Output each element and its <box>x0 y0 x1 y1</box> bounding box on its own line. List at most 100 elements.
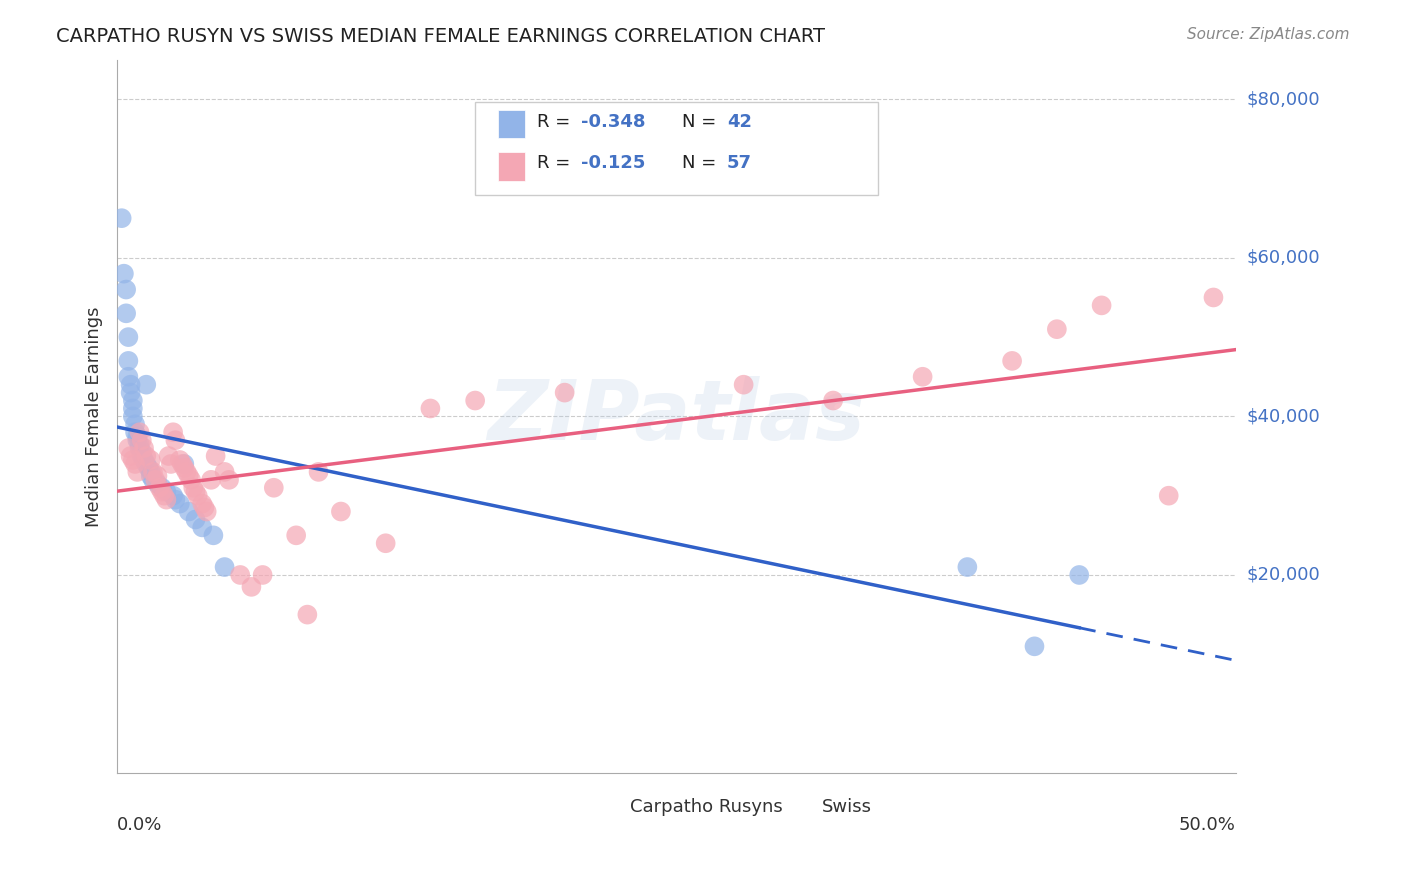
Point <box>191 497 214 511</box>
Text: 50.0%: 50.0% <box>1180 816 1236 834</box>
Point <box>177 504 200 518</box>
Point <box>115 306 138 320</box>
Point <box>128 441 150 455</box>
Point <box>374 536 396 550</box>
Point <box>127 433 149 447</box>
Point <box>138 461 160 475</box>
Point <box>121 409 143 424</box>
FancyBboxPatch shape <box>789 795 813 820</box>
Point <box>173 457 195 471</box>
Point <box>115 283 138 297</box>
Point <box>554 385 576 400</box>
Text: 42: 42 <box>727 113 752 131</box>
Point <box>131 433 153 447</box>
Point <box>1024 640 1046 654</box>
Point <box>121 453 143 467</box>
Point <box>155 492 177 507</box>
Point <box>1046 322 1069 336</box>
Point <box>155 484 177 499</box>
Point <box>184 512 207 526</box>
Point <box>202 528 225 542</box>
Point <box>297 607 319 622</box>
Point <box>165 433 187 447</box>
Text: R =: R = <box>537 154 575 172</box>
Point <box>1157 489 1180 503</box>
Text: 0.0%: 0.0% <box>117 816 163 834</box>
Point <box>139 453 162 467</box>
Point <box>135 377 157 392</box>
Point <box>120 449 142 463</box>
Point <box>956 560 979 574</box>
Text: N =: N = <box>682 113 723 131</box>
Point <box>132 453 155 467</box>
Point <box>131 445 153 459</box>
Point <box>135 457 157 471</box>
Point <box>187 489 209 503</box>
FancyBboxPatch shape <box>498 110 526 138</box>
Point <box>169 453 191 467</box>
Point <box>240 580 263 594</box>
Point <box>329 504 352 518</box>
Point <box>204 449 226 463</box>
Point <box>162 489 184 503</box>
Point <box>120 385 142 400</box>
Text: N =: N = <box>682 154 723 172</box>
Point <box>1001 354 1024 368</box>
Point <box>146 468 169 483</box>
Point <box>263 481 285 495</box>
Point <box>124 425 146 440</box>
Text: $80,000: $80,000 <box>1247 90 1320 108</box>
Point <box>214 465 236 479</box>
Point <box>131 449 153 463</box>
Point <box>1202 290 1225 304</box>
Point <box>128 437 150 451</box>
Point <box>162 425 184 440</box>
Point <box>218 473 240 487</box>
Point <box>733 377 755 392</box>
Point <box>169 497 191 511</box>
Point <box>170 457 193 471</box>
Point <box>184 484 207 499</box>
Point <box>139 468 162 483</box>
Point <box>419 401 441 416</box>
Point <box>191 520 214 534</box>
Point <box>181 481 204 495</box>
Text: ZIPatlas: ZIPatlas <box>488 376 866 457</box>
Point <box>117 441 139 455</box>
Point <box>157 449 180 463</box>
Point <box>150 481 173 495</box>
Text: $60,000: $60,000 <box>1247 249 1320 267</box>
Point <box>132 441 155 455</box>
Point <box>143 473 166 487</box>
Point <box>112 267 135 281</box>
Point <box>121 393 143 408</box>
Text: 57: 57 <box>727 154 752 172</box>
Point <box>117 354 139 368</box>
Text: -0.348: -0.348 <box>582 113 645 131</box>
Point <box>153 489 176 503</box>
Point <box>1090 298 1112 312</box>
Point <box>160 457 183 471</box>
Point <box>124 457 146 471</box>
Point <box>117 369 139 384</box>
Text: R =: R = <box>537 113 575 131</box>
Point <box>149 481 172 495</box>
Text: -0.125: -0.125 <box>582 154 645 172</box>
Point <box>285 528 308 542</box>
Text: Carpatho Rusyns: Carpatho Rusyns <box>630 798 782 816</box>
Point <box>111 211 134 226</box>
Text: $40,000: $40,000 <box>1247 408 1320 425</box>
Point <box>252 568 274 582</box>
Y-axis label: Median Female Earnings: Median Female Earnings <box>86 306 103 526</box>
Point <box>121 401 143 416</box>
Point <box>193 500 215 515</box>
Point <box>139 465 162 479</box>
Point <box>128 425 150 440</box>
Text: $20,000: $20,000 <box>1247 566 1320 584</box>
FancyBboxPatch shape <box>498 153 526 181</box>
Point <box>117 330 139 344</box>
Point <box>150 484 173 499</box>
Point <box>173 461 195 475</box>
Point <box>127 429 149 443</box>
Text: CARPATHO RUSYN VS SWISS MEDIAN FEMALE EARNINGS CORRELATION CHART: CARPATHO RUSYN VS SWISS MEDIAN FEMALE EA… <box>56 27 825 45</box>
